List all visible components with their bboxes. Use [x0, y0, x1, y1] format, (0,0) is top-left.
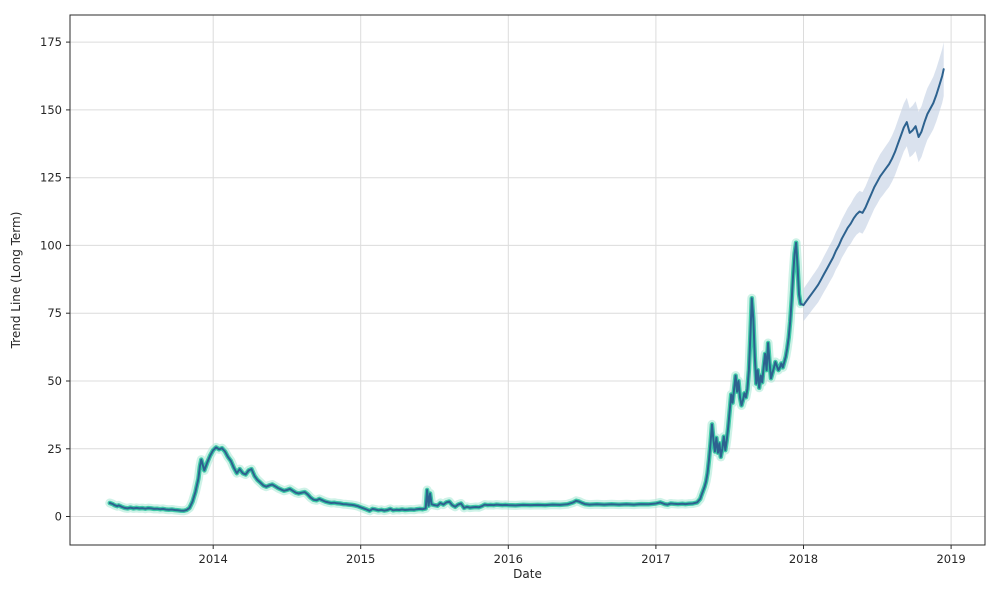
y-tick-label: 50 — [47, 374, 62, 388]
x-tick-label: 2016 — [494, 552, 523, 566]
y-tick-label: 150 — [40, 103, 62, 117]
y-tick-label: 100 — [40, 238, 62, 252]
trend-line — [108, 68, 945, 512]
axes-frame — [69, 14, 986, 546]
y-axis-title: Trend Line (Long Term) — [9, 211, 23, 349]
x-tick-label: 2018 — [789, 552, 818, 566]
x-axis-title: Date — [513, 567, 542, 581]
confidence-band — [803, 42, 944, 322]
x-tick-label: 2019 — [936, 552, 965, 566]
y-tick-label: 125 — [40, 171, 62, 185]
y-tick-label: 0 — [55, 510, 62, 524]
x-tick-label: 2015 — [346, 552, 375, 566]
y-tick-label: 175 — [40, 35, 62, 49]
x-tick-label: 2014 — [199, 552, 228, 566]
y-tick-label: 75 — [47, 306, 62, 320]
y-tick-label: 25 — [47, 442, 62, 456]
x-tick-label: 2017 — [641, 552, 670, 566]
